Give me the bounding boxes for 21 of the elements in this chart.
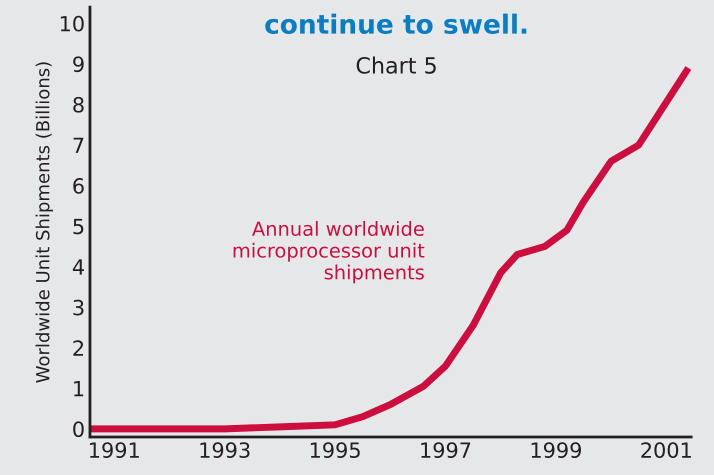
x-tick-label: 1995 [310,442,360,458]
x-tick-label: 2001 [641,442,691,458]
y-tick-label: 6 [73,178,84,194]
x-tick-label: 1997 [421,442,470,458]
text: Annual worldwide microprocessor unit shipments [234,220,424,284]
y-tick-label: 1 [74,381,84,396]
y-tick-label: 7 [74,138,84,153]
y-tick-label: 0 [73,421,84,438]
y-tick-label: 10 [60,16,84,32]
y-tick-label: 8 [73,96,84,113]
text: Chart 5 [356,56,436,74]
y-tick-label: 3 [73,300,84,316]
x-tick-label: 1999 [532,442,581,458]
x-tick-label: 1993 [200,442,250,458]
y-tick-label: 9 [73,56,84,72]
y-tick-label: 4 [72,259,84,275]
y-tick-label: 5 [73,218,84,234]
y-tick-label: 2 [73,340,84,356]
x-tick-label: 1991 [90,442,139,458]
chart-title: continue to swell. [265,14,526,34]
y-axis-title: Worldwide Unit Shipments (Billions) [36,62,54,383]
